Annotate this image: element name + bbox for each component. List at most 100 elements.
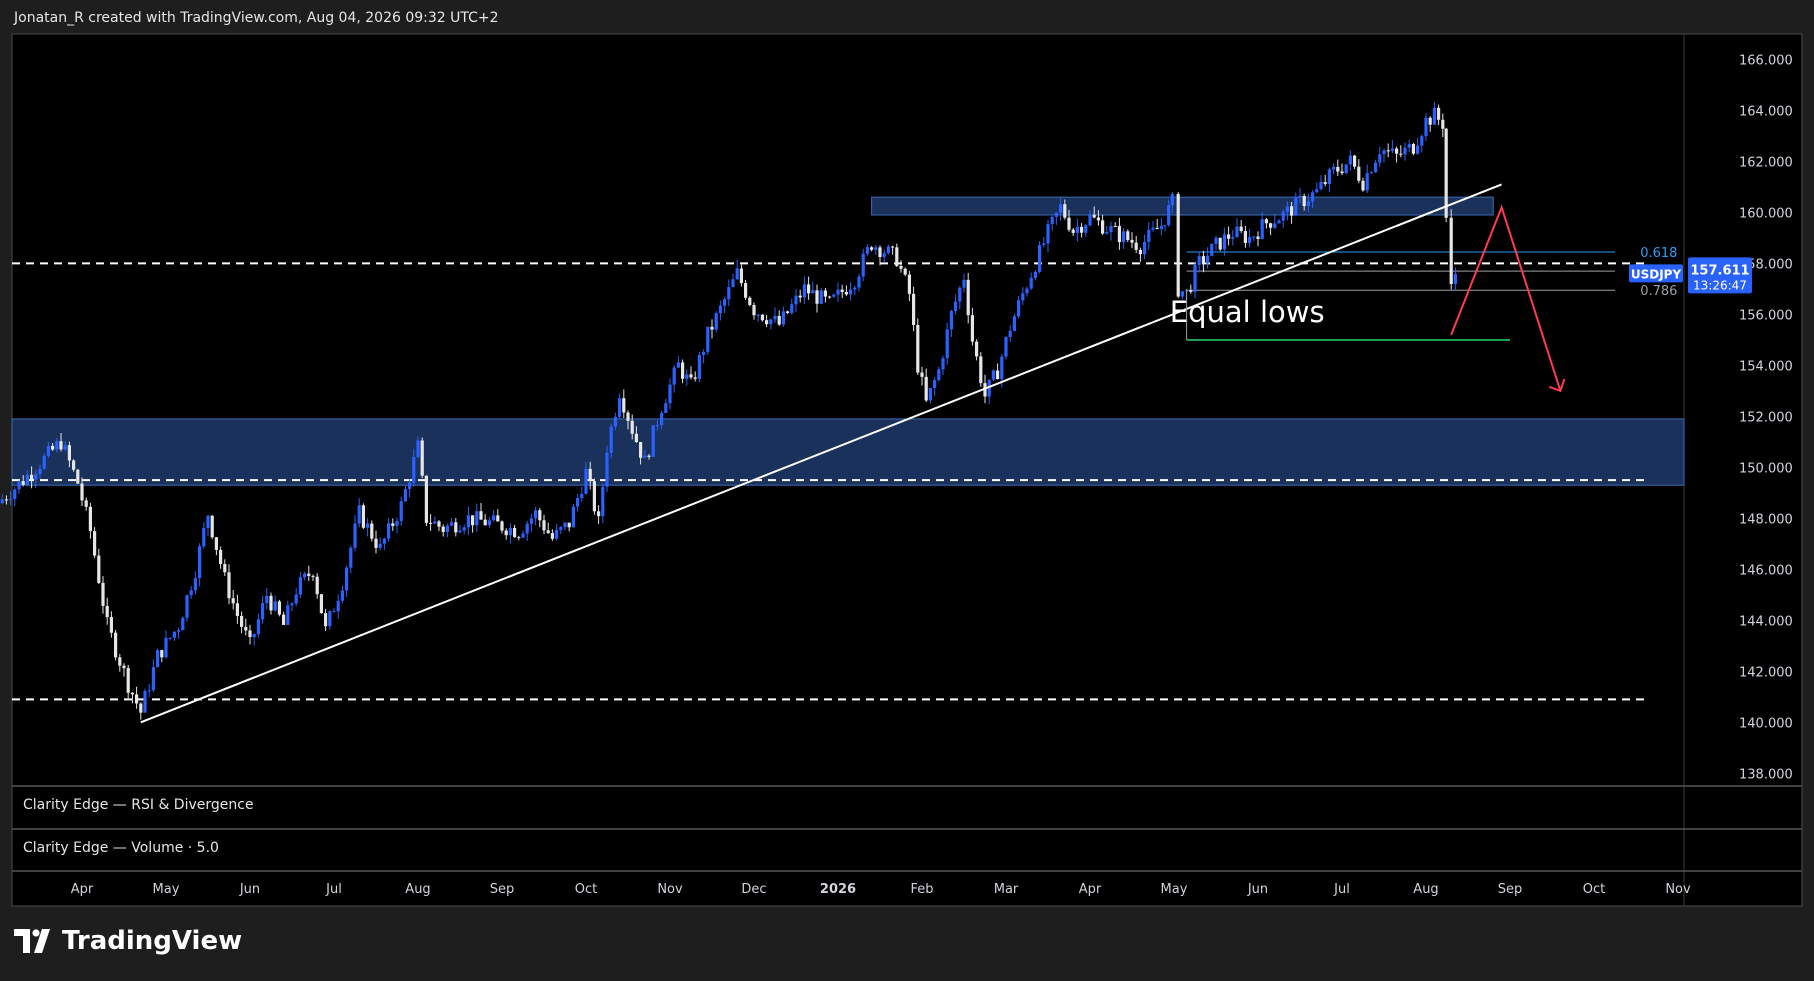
candle-body bbox=[210, 515, 214, 538]
candle-body bbox=[718, 305, 722, 314]
candle-body bbox=[697, 354, 701, 379]
candle-body bbox=[802, 284, 806, 298]
candle-body bbox=[1369, 172, 1373, 174]
price-tick-label: 162.000 bbox=[1739, 155, 1793, 170]
candle-body bbox=[693, 377, 697, 379]
price-tick-label: 158.000 bbox=[1739, 257, 1793, 272]
candle-body-large bbox=[1444, 128, 1448, 218]
volume-pane-label[interactable]: Clarity Edge — Volume · 5.0 bbox=[23, 840, 219, 856]
candle-body bbox=[958, 287, 962, 302]
price-badge bbox=[1688, 257, 1752, 294]
candle-body bbox=[777, 315, 781, 325]
candle-body bbox=[651, 425, 655, 457]
candle-body bbox=[1059, 204, 1063, 213]
candle-body bbox=[483, 519, 487, 526]
candle-body bbox=[130, 692, 134, 695]
candle-body bbox=[975, 341, 979, 357]
candle-body bbox=[319, 594, 323, 614]
candle-body bbox=[72, 460, 76, 470]
candle-body bbox=[1428, 117, 1432, 125]
candle-body bbox=[760, 314, 764, 321]
candle-body bbox=[420, 440, 424, 476]
candle-body bbox=[647, 455, 651, 457]
candle-body bbox=[861, 253, 865, 277]
price-tick-label: 142.000 bbox=[1739, 665, 1793, 680]
candle-body bbox=[1050, 216, 1054, 225]
candle-body bbox=[723, 299, 727, 306]
candle-body bbox=[391, 523, 395, 526]
candle-body bbox=[500, 521, 504, 531]
candle-body bbox=[1088, 214, 1092, 226]
candle-body bbox=[1365, 173, 1369, 191]
candle-body bbox=[912, 293, 916, 326]
time-axis[interactable]: Apr May Jun Jul Aug Sep Oct Nov Dec 2026 Feb Mar Apr… bbox=[71, 882, 1691, 897]
candle-body bbox=[492, 515, 496, 521]
candle-body bbox=[567, 522, 571, 528]
candle-body bbox=[991, 370, 995, 380]
candle-body bbox=[143, 690, 147, 713]
candle-body bbox=[366, 523, 370, 528]
candle-body bbox=[139, 703, 143, 713]
candle-body bbox=[340, 590, 344, 601]
candle-body bbox=[408, 482, 412, 489]
candle-body bbox=[836, 289, 840, 295]
equal-lows-label: Equal lows bbox=[1170, 295, 1325, 329]
candle-body bbox=[1235, 226, 1239, 238]
demand-zone bbox=[11, 418, 1685, 486]
candle-body bbox=[1159, 225, 1163, 230]
candle-body bbox=[1084, 225, 1088, 233]
candle-body bbox=[1021, 293, 1025, 301]
candle-body bbox=[1239, 226, 1243, 232]
candle-body bbox=[920, 372, 924, 377]
time-tick-label: Jul bbox=[1333, 882, 1350, 897]
candle-body bbox=[265, 595, 269, 604]
tradingview-logo-icon bbox=[14, 929, 50, 953]
candle-body bbox=[1029, 277, 1033, 289]
candle-body bbox=[987, 379, 991, 397]
candle-body bbox=[828, 296, 832, 298]
candle-body bbox=[46, 445, 50, 456]
candle-body bbox=[592, 481, 596, 512]
candle-body bbox=[30, 474, 34, 480]
candle-body bbox=[1256, 236, 1260, 240]
candle-body bbox=[84, 500, 88, 507]
candle-body bbox=[1340, 171, 1344, 174]
candle-body bbox=[13, 489, 17, 500]
candle-body bbox=[634, 433, 638, 443]
candle-body bbox=[59, 441, 63, 450]
candle-body bbox=[891, 246, 895, 248]
candle-body bbox=[80, 483, 84, 501]
rsi-pane-label[interactable]: Clarity Edge — RSI & Divergence bbox=[23, 797, 254, 813]
price-tick-label: 154.000 bbox=[1739, 359, 1793, 374]
candle-body bbox=[643, 455, 647, 458]
candle-body bbox=[1071, 229, 1075, 233]
candle-body bbox=[0, 499, 4, 504]
time-tick-label: Dec bbox=[741, 882, 766, 897]
candle-body bbox=[576, 498, 580, 507]
candle-body bbox=[437, 521, 441, 527]
candle-body bbox=[1214, 237, 1218, 244]
candle-body bbox=[1180, 291, 1184, 297]
candle-body bbox=[290, 603, 294, 606]
candle-body bbox=[1130, 239, 1134, 243]
candle-body bbox=[1294, 196, 1298, 216]
candle-body bbox=[601, 486, 605, 517]
candle-body bbox=[1386, 150, 1390, 152]
candle-body bbox=[1248, 237, 1252, 243]
candle-body bbox=[311, 575, 315, 577]
candle-body bbox=[660, 412, 664, 426]
tradingview-brand[interactable]: TradingView bbox=[14, 926, 242, 956]
candle-body bbox=[1353, 155, 1357, 167]
candle-body bbox=[941, 358, 945, 370]
candle-body bbox=[1042, 243, 1046, 246]
candle-body bbox=[1399, 153, 1403, 155]
candle-body bbox=[559, 527, 563, 530]
time-tick-label: Nov bbox=[1665, 882, 1691, 897]
candle-body bbox=[160, 650, 164, 658]
price-axis[interactable]: 166.000 164.000 162.000 160.000 158.000 156.0… bbox=[1739, 53, 1793, 782]
candle-body bbox=[676, 362, 680, 368]
candle-body bbox=[529, 518, 533, 524]
time-tick-label: Feb bbox=[910, 882, 933, 897]
candle-body bbox=[1138, 249, 1142, 255]
